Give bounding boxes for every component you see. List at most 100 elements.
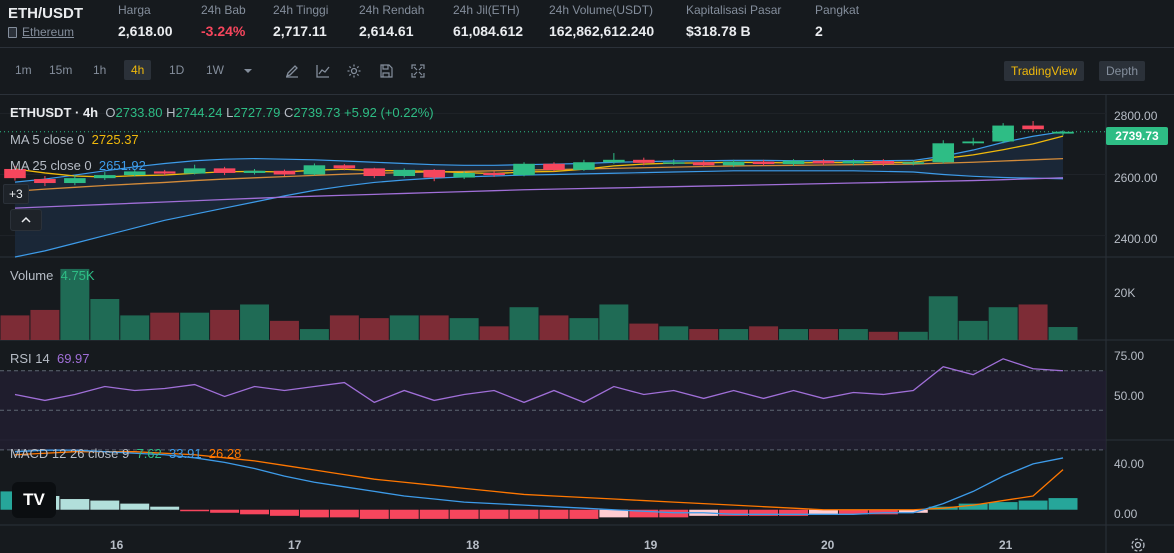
stat-low: 24h Rendah 2,614.61 — [359, 3, 424, 39]
volume-bar — [599, 304, 629, 340]
pencil-icon[interactable] — [284, 63, 300, 79]
macd-histogram-bar — [389, 509, 419, 519]
candle-body — [603, 159, 625, 163]
depth-tab[interactable]: Depth — [1099, 61, 1146, 81]
ma5-value: 2725.37 — [91, 132, 139, 147]
chart-area[interactable]: ETHUSDT · 4h O2733.80 H2744.24 L2727.79 … — [0, 95, 1174, 553]
volume-bar — [629, 323, 659, 340]
stat-label: 24h Jil(ETH) — [453, 3, 520, 17]
volume-bar — [928, 296, 958, 340]
candle-body — [213, 168, 236, 173]
macd-histogram-bar — [270, 509, 299, 516]
more-indicators-badge[interactable]: +3 — [3, 184, 29, 204]
volume-bar — [1018, 304, 1048, 340]
bollinger-upper-line — [14, 131, 1064, 183]
macd-histogram-bar — [988, 502, 1018, 510]
chart-canvas[interactable] — [0, 95, 1174, 553]
candle-body — [183, 168, 206, 174]
candle-body — [423, 169, 445, 178]
stat-value: 162,862,612.240 — [549, 23, 655, 39]
timeframe-1h[interactable]: 1h — [93, 63, 107, 77]
macd-tick: 0.00 — [1114, 507, 1138, 521]
stat-value: 2 — [815, 23, 823, 39]
candle-body — [34, 179, 56, 184]
stat-volume-usdt: 24h Volume(USDT) 162,862,612.240 — [549, 3, 654, 39]
chevron-down-icon[interactable] — [240, 63, 256, 79]
candle-body — [273, 170, 296, 175]
candle-body — [483, 172, 505, 176]
gear-icon[interactable] — [346, 63, 362, 79]
candle-body — [123, 171, 146, 176]
macd-histogram-bar — [449, 509, 479, 519]
open-value: 2733.80 — [115, 105, 163, 120]
legend-interval: 4h — [82, 105, 99, 120]
macd-histogram-bar — [539, 509, 569, 519]
volume-tick: 20K — [1114, 286, 1136, 300]
volume-bar — [60, 268, 90, 340]
candle-body — [393, 169, 416, 176]
macd-histogram-bar — [359, 509, 389, 519]
candle-body — [153, 171, 176, 174]
volume-bar — [809, 329, 838, 340]
timeframe-4h[interactable]: 4h — [124, 60, 152, 80]
save-icon[interactable] — [378, 63, 394, 79]
stat-rank: Pangkat 2 — [815, 3, 859, 39]
rsi-label: RSI 14 — [10, 351, 50, 366]
stat-value: -3.24% — [201, 23, 246, 39]
timeframe-1m[interactable]: 1m — [15, 63, 32, 77]
macd-legend[interactable]: MACD 12 26 close 9 7.62 33.91 26.28 — [10, 446, 241, 461]
ma25-legend[interactable]: MA 25 close 0 2651.92 — [10, 158, 146, 173]
macd-histogram-bar — [569, 509, 599, 519]
macd-label: MACD 12 26 close 9 — [10, 446, 130, 461]
chevron-up-icon[interactable] — [10, 209, 42, 231]
volume-bar — [419, 315, 449, 340]
stat-volume-eth: 24h Jil(ETH) 61,084.612 — [453, 3, 523, 39]
line-chart-icon[interactable] — [315, 63, 331, 79]
stat-label: 24h Volume(USDT) — [549, 3, 654, 17]
volume-legend[interactable]: Volume 4.75K — [10, 268, 95, 283]
volume-bar — [150, 312, 180, 340]
candle-body — [932, 143, 955, 163]
settings-gear-icon[interactable] — [1130, 537, 1146, 553]
candle-body — [662, 162, 685, 164]
stat-high: 24h Tinggi 2,717.11 — [273, 3, 328, 39]
tradingview-logo: TV — [12, 482, 56, 518]
timeframe-15m[interactable]: 15m — [49, 63, 73, 77]
candle-body — [64, 178, 86, 184]
macd-histogram-bar — [419, 509, 449, 519]
rsi-legend[interactable]: RSI 14 69.97 — [10, 351, 90, 366]
price-tick: 2600.00 — [1114, 171, 1158, 185]
coin-name[interactable]: Ethereum — [22, 25, 75, 39]
close-value: 2739.73 — [293, 105, 341, 120]
volume-bar — [120, 315, 150, 340]
candle-body — [363, 168, 386, 176]
tradingview-tab[interactable]: TradingView — [1004, 61, 1085, 81]
macd-histogram-bar — [210, 509, 240, 513]
macd-histogram-bar — [838, 509, 868, 515]
macd-histogram-bar — [479, 509, 509, 519]
pair-title[interactable]: ETH/USDT — [8, 5, 83, 22]
ma5-legend[interactable]: MA 5 close 0 2725.37 — [10, 132, 139, 147]
macd-histogram-bar — [1048, 498, 1078, 510]
fullscreen-icon[interactable] — [410, 63, 426, 79]
coin-link[interactable]: Ethereum — [8, 25, 74, 39]
macd-histogram-bar — [509, 509, 539, 519]
timeframe-1d[interactable]: 1D — [169, 63, 185, 77]
date-tick: 18 — [466, 538, 480, 552]
ma99-line — [14, 177, 1064, 209]
ma25-label: MA 25 close 0 — [10, 158, 92, 173]
timeframe-1w[interactable]: 1W — [206, 63, 224, 77]
macd-histogram-bar — [60, 499, 90, 510]
volume-bar — [868, 331, 898, 340]
candle-body — [902, 162, 925, 164]
stat-label: 24h Rendah — [359, 3, 425, 17]
ma25-value: 2651.92 — [98, 158, 146, 173]
stat-label: Pangkat — [815, 3, 860, 17]
macd-histogram-bar — [1018, 500, 1048, 510]
volume-bar — [659, 326, 689, 340]
candle-body — [333, 165, 356, 169]
ticker-bar: ETH/USDT Ethereum Harga 2,618.00 24h Bab… — [0, 0, 1174, 48]
macd-histogram-bar — [120, 503, 150, 510]
volume-bar — [569, 318, 599, 340]
volume-bar — [958, 320, 988, 340]
